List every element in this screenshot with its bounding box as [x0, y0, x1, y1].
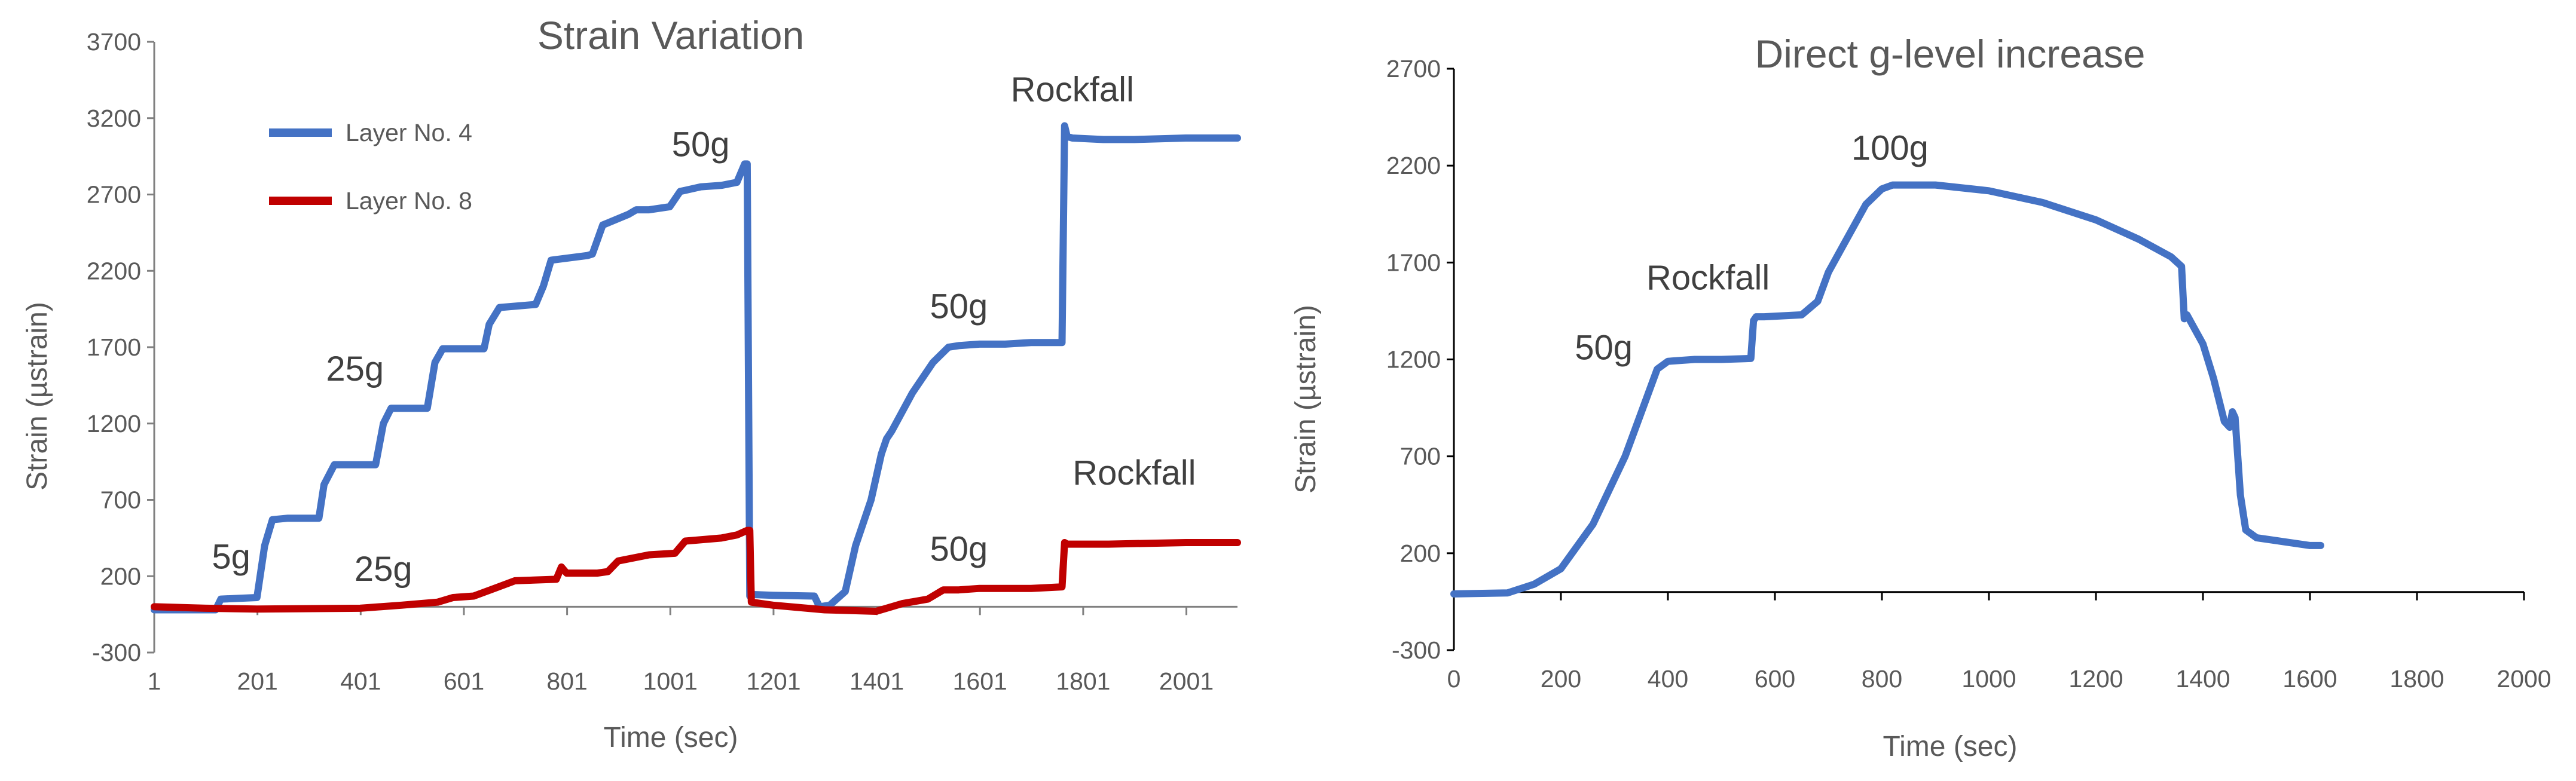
annotations: 5g 25g 25g 50g 50g 50g Rockfall Rockfall	[212, 71, 1196, 589]
x-tick-label: 1600	[2282, 665, 2337, 693]
x-tick-label: 800	[1862, 665, 1902, 693]
direct-g-level-chart: Direct g-level increase Time (sec) Strai…	[1290, 32, 2551, 762]
x-axis-title: Time (sec)	[1883, 731, 2018, 762]
annotation-label: 50g	[1575, 329, 1633, 367]
y-tick-label: 3200	[87, 105, 141, 132]
x-tick-label: 201	[237, 667, 277, 695]
y-tick-label: 200	[1400, 540, 1441, 567]
series-lines	[1450, 181, 2324, 598]
annotation-label: 50g	[672, 125, 730, 164]
y-tick-label: -300	[92, 639, 141, 666]
chart-title: Direct g-level increase	[1755, 32, 2146, 76]
y-tick-label: 1700	[87, 333, 141, 361]
series-line-layer-no-4	[151, 122, 1241, 614]
x-tick-label: 601	[444, 667, 484, 695]
y-tick-label: 2200	[1386, 152, 1441, 179]
y-tick-label: 700	[100, 486, 141, 514]
x-tick-label: 1401	[850, 667, 904, 695]
y-tick-label: 2200	[87, 257, 141, 284]
x-tick-label: 1201	[746, 667, 800, 695]
y-tick-label: 1200	[87, 410, 141, 437]
legend: Layer No. 4 Layer No. 8	[269, 119, 472, 215]
x-axis-title: Time (sec)	[604, 722, 738, 754]
annotation-label: 5g	[212, 537, 250, 576]
y-tick-label: 3700	[87, 28, 141, 56]
x-tick-label: 2000	[2496, 665, 2551, 693]
annotation-label: 100g	[1851, 128, 1929, 167]
x-tick-label: 1801	[1056, 667, 1110, 695]
y-tick-label: 1200	[1386, 346, 1441, 373]
series-lines	[151, 122, 1241, 615]
annotation-label: Rockfall	[1011, 71, 1134, 109]
annotation-label: Rockfall	[1646, 259, 1770, 298]
axis-ticks: -300 200 700 1200 1700 2200 2700 0 200 400 600 800 1…	[1386, 55, 2551, 693]
x-tick-label: 600	[1755, 665, 1795, 693]
legend-label-layer-8: Layer No. 8	[346, 187, 472, 215]
annotation-label: 25g	[355, 550, 412, 589]
y-tick-label: -300	[1392, 636, 1441, 664]
legend-label-layer-4: Layer No. 4	[346, 119, 472, 146]
x-tick-label: 801	[546, 667, 587, 695]
x-tick-label: 400	[1648, 665, 1688, 693]
x-tick-label: 1000	[1961, 665, 2016, 693]
series-line-layer-no-8	[151, 526, 1241, 615]
y-tick-label: 2700	[87, 181, 141, 209]
chart-title: Strain Variation	[537, 13, 804, 57]
annotation-label: 25g	[326, 350, 384, 388]
x-tick-label: 2001	[1159, 667, 1214, 695]
series-line-strain	[1450, 181, 2324, 598]
annotation-label: Rockfall	[1072, 454, 1196, 492]
y-tick-label: 1700	[1386, 249, 1441, 276]
x-tick-label: 1400	[2175, 665, 2230, 693]
x-tick-label: 1200	[2068, 665, 2123, 693]
annotation-label: 50g	[930, 530, 988, 569]
x-tick-label: 1001	[643, 667, 698, 695]
strain-variation-chart: Strain Variation Time (sec) Strain (µstr…	[22, 13, 1241, 754]
x-tick-label: 0	[1447, 665, 1461, 693]
annotation-label: 50g	[930, 287, 988, 326]
x-tick-label: 1800	[2389, 665, 2444, 693]
y-axis-title: Strain (µstrain)	[22, 302, 53, 491]
y-axis-title: Strain (µstrain)	[1290, 305, 1322, 494]
y-tick-label: 2700	[1386, 55, 1441, 82]
annotations: 50g Rockfall 100g	[1575, 128, 1929, 367]
x-tick-label: 1601	[953, 667, 1007, 695]
y-tick-label: 700	[1400, 443, 1441, 470]
x-tick-label: 401	[340, 667, 381, 695]
x-tick-label: 200	[1541, 665, 1581, 693]
y-tick-label: 200	[100, 562, 141, 590]
x-tick-label: 1	[148, 667, 161, 695]
